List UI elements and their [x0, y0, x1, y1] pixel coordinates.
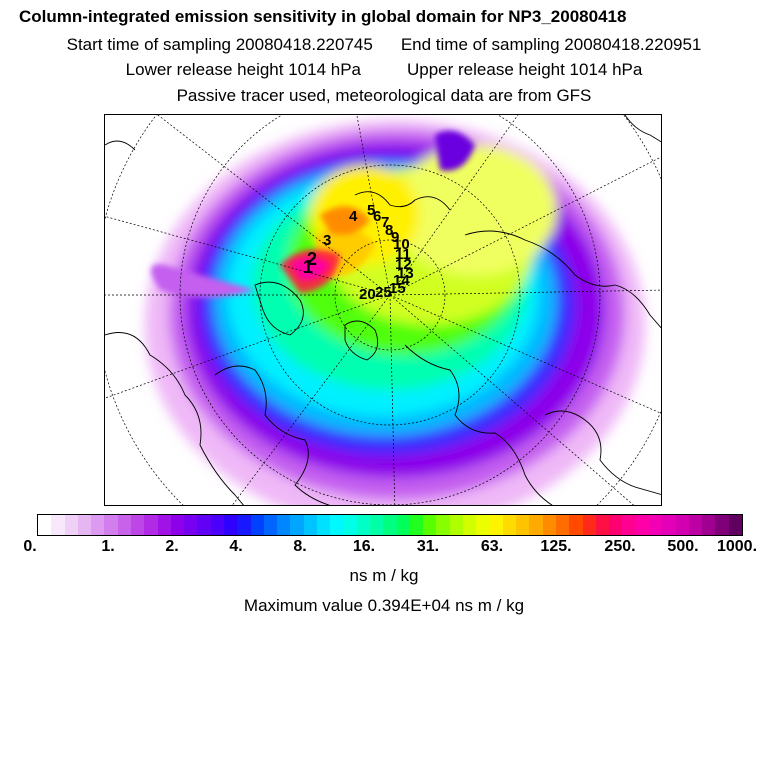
colorbar-cell [91, 515, 104, 535]
colorbar-cell [410, 515, 423, 535]
colorbar-cell [463, 515, 476, 535]
colorbar [37, 514, 743, 536]
colorbar-cell [224, 515, 237, 535]
coastline-northwest [105, 141, 135, 150]
colorbar-cell [144, 515, 157, 535]
map-svg: 1 2 3 4 5 6 7 8 9 10 11 12 13 14 15 20 2… [105, 115, 662, 506]
trajectory-label: 20 [359, 286, 376, 303]
colorbar-cell [516, 515, 529, 535]
colorbar-tick-label: 1. [101, 538, 114, 556]
colorbar-cell [251, 515, 264, 535]
colorbar-cell [51, 515, 64, 535]
colorbar-cell [118, 515, 131, 535]
colorbar-cell [38, 515, 51, 535]
colorbar-cell [662, 515, 675, 535]
colorbar-cell [490, 515, 503, 535]
colorbar-cell [277, 515, 290, 535]
maximum-value-label: Maximum value 0.394E+04 ns m / kg [0, 596, 768, 616]
end-time-label: End time of sampling 20080418.220951 [401, 35, 702, 54]
colorbar-tick-label: 125. [540, 538, 571, 556]
colorbar-cell [423, 515, 436, 535]
colorbar-cell [237, 515, 250, 535]
colorbar-tick-label: 31. [417, 538, 439, 556]
figure-title: Column-integrated emission sensitivity i… [19, 7, 626, 27]
colorbar-cell [529, 515, 542, 535]
trajectory-label: 4 [349, 208, 358, 225]
colorbar-cell [158, 515, 171, 535]
colorbar-cell [330, 515, 343, 535]
colorbar-cell [543, 515, 556, 535]
colorbar-cell [622, 515, 635, 535]
colorbar-cell [184, 515, 197, 535]
colorbar-cell [78, 515, 91, 535]
colorbar-cell [264, 515, 277, 535]
coastline-northeast [625, 115, 662, 143]
colorbar-cell [569, 515, 582, 535]
colorbar-cell [290, 515, 303, 535]
colorbar-cell [370, 515, 383, 535]
colorbar-tick-label: 250. [604, 538, 635, 556]
colorbar-cell [104, 515, 117, 535]
lower-height-label: Lower release height 1014 hPa [126, 60, 361, 79]
sensitivity-field [145, 120, 645, 506]
colorbar-cell [476, 515, 489, 535]
colorbar-cell [197, 515, 210, 535]
trajectory-label: 2 [307, 249, 317, 269]
colorbar-cell [304, 515, 317, 535]
colorbar-tick-label: 63. [481, 538, 503, 556]
colorbar-cell [702, 515, 715, 535]
sensitivity-map: 1 2 3 4 5 6 7 8 9 10 11 12 13 14 15 20 2… [104, 114, 662, 506]
colorbar-cell [383, 515, 396, 535]
colorbar-tick-label: 0. [23, 538, 36, 556]
colorbar-cell [436, 515, 449, 535]
colorbar-cell [729, 515, 742, 535]
colorbar-cell [171, 515, 184, 535]
colorbar-cell [609, 515, 622, 535]
colorbar-cell [583, 515, 596, 535]
colorbar-tick-label: 8. [293, 538, 306, 556]
colorbar-tick-label: 500. [667, 538, 698, 556]
colorbar-unit-label: ns m / kg [0, 566, 768, 586]
colorbar-cell [596, 515, 609, 535]
colorbar-tick-label: 16. [353, 538, 375, 556]
colorbar-cell [65, 515, 78, 535]
colorbar-cell [357, 515, 370, 535]
colorbar-cell [503, 515, 516, 535]
colorbar-tick-label: 1000. [717, 538, 757, 556]
colorbar-cell [556, 515, 569, 535]
colorbar-cell [131, 515, 144, 535]
colorbar-tick-label: 4. [229, 538, 242, 556]
colorbar-cell [676, 515, 689, 535]
sampling-time-line: Start time of sampling 20080418.220745 En… [0, 35, 768, 55]
upper-height-label: Upper release height 1014 hPa [407, 60, 642, 79]
colorbar-cell [715, 515, 728, 535]
start-time-label: Start time of sampling 20080418.220745 [67, 35, 373, 54]
colorbar-cell [317, 515, 330, 535]
colorbar-cell [689, 515, 702, 535]
colorbar-cell [343, 515, 356, 535]
colorbar-cell [636, 515, 649, 535]
colorbar-cell [397, 515, 410, 535]
trajectory-label: 3 [323, 232, 331, 249]
colorbar-cell [211, 515, 224, 535]
tracer-info-line: Passive tracer used, meteorological data… [0, 86, 768, 106]
release-height-line: Lower release height 1014 hPa Upper relea… [0, 60, 768, 80]
colorbar-cell [450, 515, 463, 535]
colorbar-cell [649, 515, 662, 535]
colorbar-tick-label: 2. [165, 538, 178, 556]
trajectory-label: 25 [375, 284, 392, 301]
